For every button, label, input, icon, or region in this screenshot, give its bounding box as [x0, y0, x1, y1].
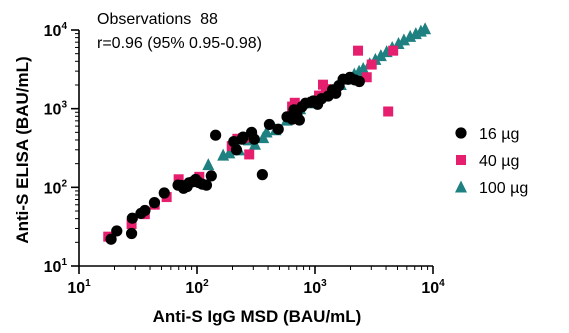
series-40ug-point [173, 174, 184, 185]
data-points [103, 22, 432, 245]
legend-label: 100 µg [479, 180, 528, 197]
series-16ug-point [237, 131, 249, 143]
axis-titles: Anti-S IgG MSD (BAU/mL) Anti-S ELISA (BA… [13, 56, 361, 326]
legend-marker-triangle [455, 180, 467, 193]
series-40ug-point [126, 218, 137, 229]
y-tick-label: 103 [44, 100, 68, 119]
series-100ug-point [202, 158, 215, 171]
x-tick-label: 101 [67, 278, 91, 297]
series-16ug-point [158, 187, 170, 199]
series-16ug-point [248, 133, 260, 145]
series-100ug-point [419, 22, 432, 35]
series-16ug-point [126, 212, 138, 224]
series-16ug-point [205, 170, 217, 182]
series-40ug-point [244, 149, 255, 160]
series-100ug-point [260, 125, 273, 138]
y-tick-label: 102 [44, 178, 68, 197]
correlation-annotation: r=0.96 (95% 0.95-0.98) [97, 35, 262, 52]
series-16ug-point [105, 233, 117, 245]
series-16ug-point [148, 197, 161, 209]
series-16ug-point [230, 144, 243, 156]
series-100ug-point [374, 49, 387, 62]
series-40ug-point [353, 45, 364, 56]
x-tick-label: 104 [421, 278, 445, 297]
series-40ug-point [388, 45, 399, 56]
series-40ug-point [361, 72, 372, 83]
y-tick-label: 104 [44, 21, 68, 40]
series-40ug-point [383, 106, 394, 117]
y-tick-label: 101 [44, 257, 68, 276]
legend-label: 16 µg [479, 126, 519, 143]
observations-annotation: Observations 88 [97, 11, 218, 28]
x-tick-label: 102 [185, 278, 209, 297]
series-100ug-point [223, 146, 236, 159]
series-16ug-point [111, 225, 123, 237]
series-16ug-point [210, 129, 222, 141]
series-100ug-point [357, 61, 370, 74]
legend: 16 µg 40 µg 100 µg [455, 126, 528, 197]
series-16ug-point [272, 123, 284, 135]
series-16ug-point [293, 114, 305, 126]
series-16ug-point [200, 179, 213, 191]
series-40ug-point [289, 97, 300, 108]
series-100ug-point [397, 33, 410, 46]
series-16ug-point [353, 75, 365, 88]
x-tick-label: 103 [303, 278, 327, 297]
axes: 101 102 103 104 101 102 103 104 [44, 21, 445, 297]
legend-label: 40 µg [479, 153, 519, 170]
series-16ug-point [139, 204, 151, 217]
legend-marker-circle [455, 127, 467, 139]
series-40ug-point [366, 59, 377, 70]
series-16ug-point [263, 118, 276, 131]
y-axis-title: Anti-S ELISA (BAU/mL) [13, 56, 32, 243]
series-40ug-point [320, 84, 331, 95]
series-16ug-point [256, 169, 268, 181]
legend-marker-square [456, 155, 466, 165]
x-axis-title: Anti-S IgG MSD (BAU/mL) [153, 307, 362, 326]
annotations: Observations 88 r=0.96 (95% 0.95-0.98) [97, 11, 262, 52]
series-16ug-point [125, 227, 138, 240]
